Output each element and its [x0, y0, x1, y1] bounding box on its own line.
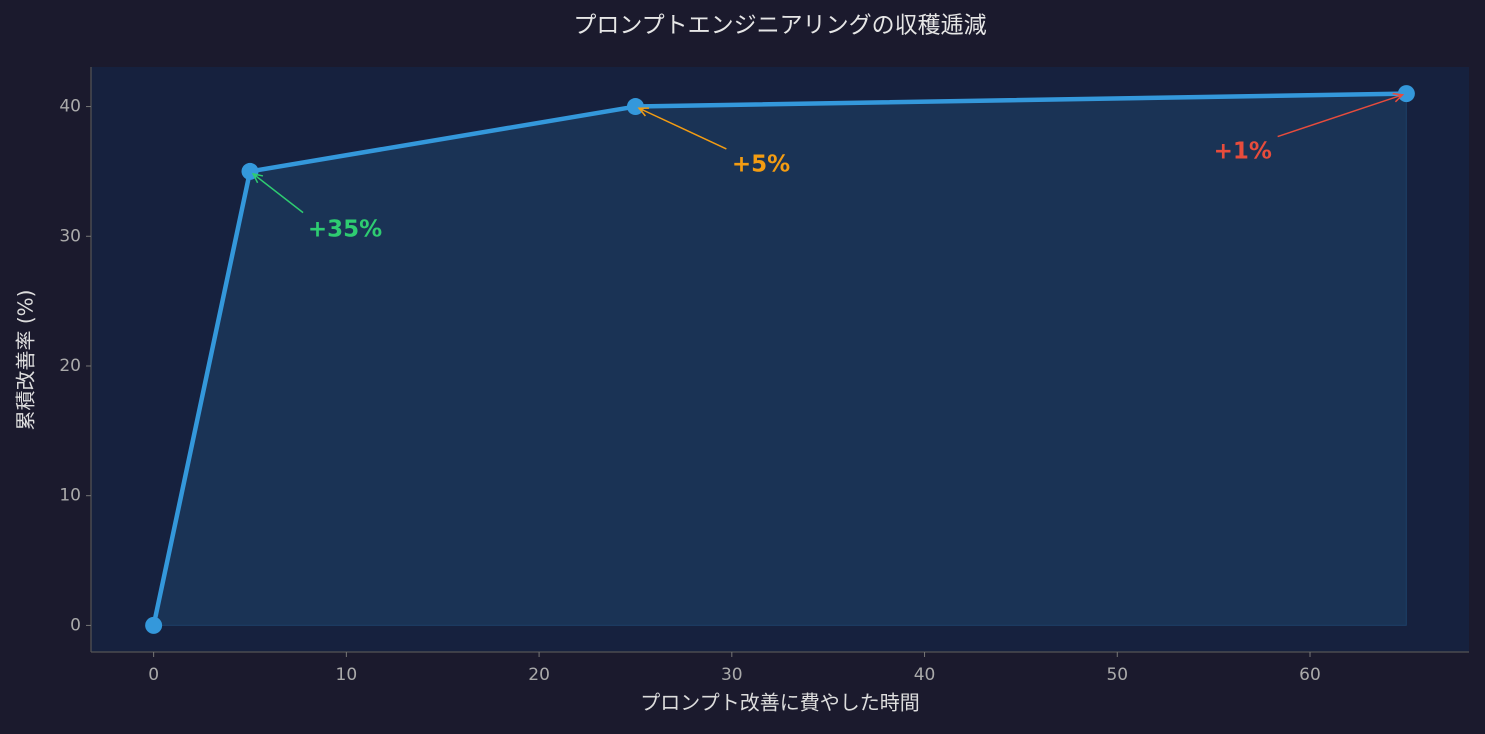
annotation-arrow	[637, 107, 727, 150]
x-tick-label: 0	[148, 665, 159, 685]
annotation-text: +1%	[1214, 138, 1272, 164]
x-tick-label: 20	[528, 665, 550, 685]
y-axis-label: 累積改善率 (%)	[14, 290, 38, 431]
annotation-arrow	[251, 172, 304, 214]
y-tick-label: 20	[59, 356, 81, 376]
arrow-part	[252, 173, 304, 214]
plot-area	[91, 67, 1469, 652]
point	[145, 616, 163, 634]
point	[1397, 85, 1415, 103]
x-tick-label: 30	[721, 665, 743, 685]
arrow-part	[1392, 92, 1405, 103]
annotation-text: +5%	[732, 151, 790, 177]
x-tick-label: 10	[336, 665, 358, 685]
x-axis-label: プロンプト改善に費やした時間	[640, 691, 919, 715]
y-tick-label: 30	[59, 226, 81, 246]
point	[626, 98, 644, 116]
y-tick-label: 40	[59, 97, 81, 117]
line	[151, 91, 1407, 626]
arrow-part	[638, 107, 727, 150]
arrow-part	[637, 107, 650, 117]
arrow-part	[251, 172, 264, 184]
annotation-text: +35%	[308, 216, 382, 242]
x-tick-label: 50	[1106, 665, 1128, 685]
y-tick-label: 10	[59, 486, 81, 506]
x-tick-label: 60	[1299, 665, 1321, 685]
chart-title: プロンプトエンジニアリングの収穫逓減	[573, 13, 986, 39]
arrow-part	[1277, 94, 1403, 138]
x-tick-label: 40	[914, 665, 936, 685]
point	[241, 162, 259, 180]
annotation-arrow	[1277, 92, 1405, 138]
y-tick-label: 0	[70, 615, 81, 635]
